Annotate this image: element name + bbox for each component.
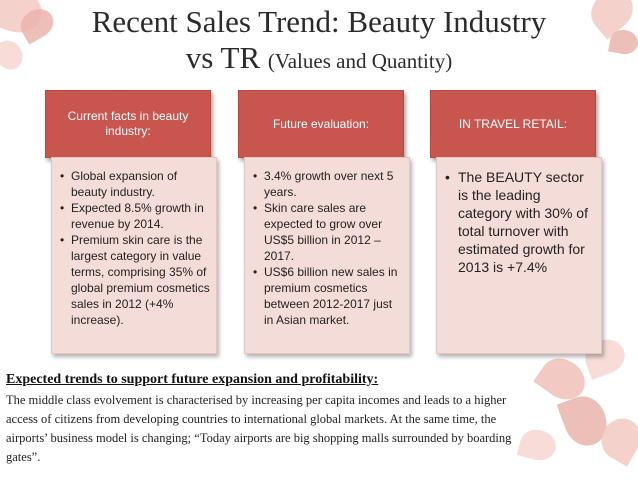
trends-heading: Expected trends to support future expans… — [6, 372, 379, 387]
bullet-item: Global expansion of beauty industry. — [60, 168, 210, 200]
bullet-item: US$6 billion new sales in premium cosmet… — [253, 264, 403, 328]
bullet-item: 3.4% growth over next 5 years. — [253, 168, 403, 200]
bullet-item: Skin care sales are expected to grow ove… — [253, 200, 403, 264]
column-heading: Future evaluation: — [238, 90, 404, 158]
column-heading: IN TRAVEL RETAIL: — [430, 90, 596, 158]
column-current-facts: Current facts in beauty industry: Global… — [45, 90, 217, 354]
bullet-item: The BEAUTY sector is the leading categor… — [445, 168, 595, 276]
title-line-2: vs TR (Values and Quantity) — [0, 40, 638, 79]
column-body: Global expansion of beauty industry. Exp… — [51, 157, 217, 354]
column-body: The BEAUTY sector is the leading categor… — [436, 157, 602, 354]
slide-title: Recent Sales Trend: Beauty Industry vs T… — [0, 4, 638, 79]
column-heading: Current facts in beauty industry: — [45, 90, 211, 158]
column-travel-retail: IN TRAVEL RETAIL: The BEAUTY sector is t… — [430, 90, 602, 354]
bullet-item: Premium skin care is the largest categor… — [60, 232, 210, 328]
trends-paragraph: The middle class evolvement is character… — [6, 393, 512, 464]
bullet-item: Expected 8.5% growth in revenue by 2014. — [60, 200, 210, 232]
column-future-evaluation: Future evaluation: 3.4% growth over next… — [238, 90, 410, 354]
title-main: vs TR — [185, 40, 261, 75]
title-subtitle: (Values and Quantity) — [267, 49, 453, 73]
title-line-1: Recent Sales Trend: Beauty Industry — [91, 4, 547, 39]
column-body: 3.4% growth over next 5 years. Skin care… — [244, 157, 410, 354]
